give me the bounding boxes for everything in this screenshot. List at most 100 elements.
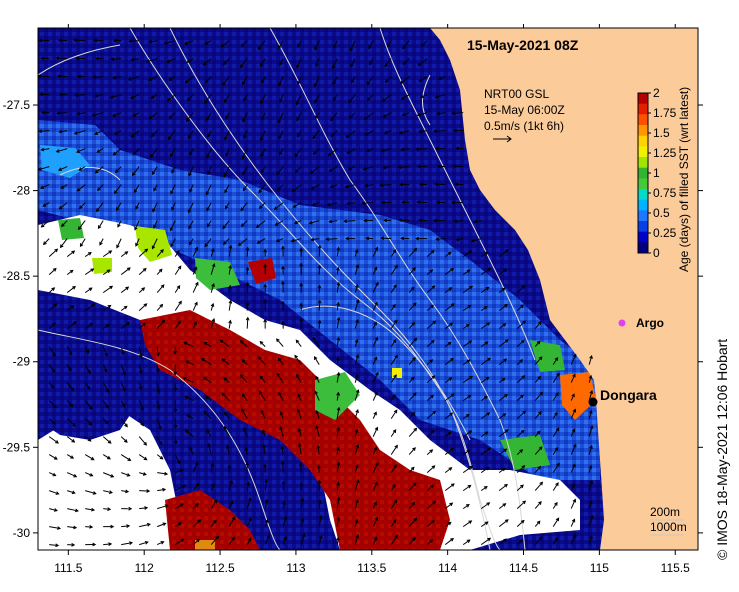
current-arrow [372,302,378,311]
current-arrow [66,418,76,427]
current-arrowhead [245,246,250,251]
current-arrowhead [222,225,227,230]
current-arrowhead [410,286,415,291]
contour-line [38,329,281,550]
current-arrowhead [71,250,76,255]
current-arrow [150,94,158,99]
current-arrow [260,130,266,141]
current-arrowhead [278,151,283,156]
current-arrow [153,184,158,192]
current-arrow [264,499,268,509]
current-arrowhead [187,135,192,140]
current-arrow [498,377,506,383]
current-arrow [454,220,464,222]
colorbar-segment [638,135,648,147]
current-arrow [282,536,287,545]
current-arrowhead [429,539,434,543]
current-arrow [66,364,72,371]
current-arrowhead [448,467,453,471]
colorbar-segment [638,157,648,169]
current-arrow [228,300,232,311]
current-arrow [381,148,392,152]
current-arrow [102,285,113,294]
current-arrowhead [87,370,91,375]
current-arrowhead [60,185,65,189]
current-arrow [329,220,338,223]
contour-line [59,166,121,181]
colorbar-tick-label: 0.75 [653,186,677,200]
current-arrowhead [164,504,169,508]
current-arrow [175,469,183,474]
current-arrowhead [314,390,318,395]
current-arrowhead [400,147,405,152]
current-arrowhead [264,478,269,483]
current-arrowhead [155,368,160,373]
current-arrow [534,340,541,347]
current-arrowhead [220,43,225,48]
current-arrowhead [248,497,252,502]
current-arrow [278,112,284,123]
current-arrow [336,392,339,401]
current-arrow [426,359,433,365]
current-arrowhead [135,242,139,247]
current-arrowhead [207,442,211,447]
current-arrow [354,444,359,455]
current-arrowhead [152,208,156,213]
current-arrow [534,446,543,455]
current-arrowhead [53,404,57,409]
current-arrowhead [279,98,283,103]
current-arrow [134,184,140,193]
current-arrow [381,237,392,240]
current-arrowhead [392,339,397,343]
current-arrowhead [319,534,323,539]
current-arrowhead [213,499,218,504]
current-arrowhead [394,264,398,269]
current-arrow [98,220,104,229]
current-arrow [278,40,284,49]
current-arrow [258,390,266,401]
current-arrowhead [311,202,316,207]
current-arrowhead [224,136,228,141]
current-arrowhead [219,339,224,344]
current-arrow [408,537,416,545]
current-arrow [419,76,428,82]
current-arrowhead [313,356,318,360]
current-arrow [498,394,508,401]
current-arrowhead [184,79,189,84]
current-arrow [480,486,488,492]
colorbar-segment [638,189,648,201]
current-arrowhead [106,269,111,273]
current-arrow [365,184,374,187]
x-axis: 111.5 112 112.5 113 113.5 114 114.5 115 115.5 [54,24,690,575]
current-arrow [189,184,194,193]
current-arrowhead [55,491,60,495]
current-arrowhead [134,226,138,231]
current-arrow [261,166,266,173]
current-arrow [372,372,379,383]
current-arrowhead [241,393,246,398]
current-arrowhead [129,95,134,99]
current-arrowhead [278,391,282,396]
current-arrowhead [373,536,378,541]
current-arrow [102,364,108,373]
current-arrow [157,522,166,528]
current-arrowhead [588,499,593,504]
current-arrow [48,322,56,329]
current-arrowhead [167,136,172,141]
current-arrow [372,482,378,491]
current-arrowhead [537,465,542,470]
current-arrowhead [245,266,250,271]
current-arrowhead [113,190,118,195]
current-arrow [41,220,50,228]
current-arrowhead [336,301,340,306]
current-arrow [121,472,130,477]
current-arrow [279,94,284,103]
current-arrow [516,285,525,293]
current-arrowhead [188,172,192,177]
current-arrow [444,268,454,275]
current-arrow [330,112,338,121]
current-arrowhead [336,371,341,376]
current-arrow [390,484,396,491]
current-arrowhead [257,46,262,51]
current-arrowhead [241,155,246,160]
